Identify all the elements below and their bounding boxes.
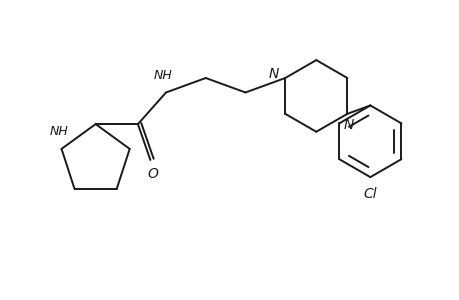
Text: O: O (147, 167, 158, 182)
Text: NH: NH (154, 68, 173, 82)
Text: NH: NH (50, 125, 68, 138)
Text: N: N (269, 67, 279, 81)
Text: N: N (342, 118, 353, 132)
Text: Cl: Cl (363, 187, 376, 201)
